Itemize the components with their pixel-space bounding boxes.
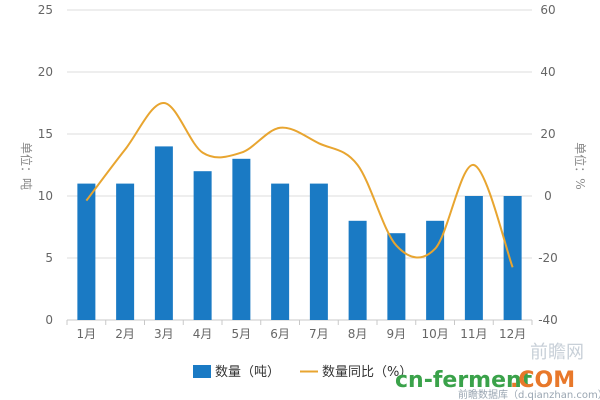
x-tick-label: 4月: [193, 327, 213, 341]
axis-ticks: 0 5 10 15 20 25 -40 -20 0 20 40 60 1月 2月 3月 4月 5月 6月 7月 8月 9…: [38, 3, 558, 341]
y-left-tick-label: 10: [38, 189, 53, 203]
bar: [464, 196, 483, 320]
legend-line-label: 数量同比（%）: [322, 365, 412, 380]
bar: [309, 183, 328, 320]
y-left-tick-label: 0: [45, 313, 53, 327]
x-tick-label: 9月: [387, 327, 407, 341]
watermark-logo-text: 前瞻网: [530, 342, 584, 363]
bar-series: [77, 146, 522, 320]
bar: [232, 158, 251, 320]
bar: [116, 183, 135, 320]
x-tick-label: 6月: [270, 327, 290, 341]
y-left-tick-label: 25: [38, 3, 53, 17]
watermark: cn-ferment .COM 前瞻网 前瞻数据库（d.qianzhan.com…: [395, 342, 600, 400]
y-left-tick-label: 5: [45, 251, 53, 265]
legend: 数量（吨） 数量同比（%）: [193, 365, 412, 380]
watermark-brand-suffix: .COM: [510, 368, 575, 393]
y-right-tick-label: -20: [538, 251, 558, 265]
bar: [77, 183, 96, 320]
bar: [154, 146, 173, 320]
x-tick-label: 12月: [499, 327, 526, 341]
x-tick-label: 3月: [154, 327, 174, 341]
y-left-tick-label: 20: [38, 65, 53, 79]
legend-bar-label: 数量（吨）: [215, 365, 280, 380]
y-axis-right-label: 单位：%: [573, 142, 588, 189]
line-path: [85, 101, 514, 268]
watermark-subtext: 前瞻数据库（d.qianzhan.com）: [458, 388, 600, 400]
x-tick-label: 1月: [77, 327, 97, 341]
y-left-tick-label: 15: [38, 127, 53, 141]
grid-lines: [67, 9, 532, 321]
bar: [193, 171, 212, 320]
watermark-brand: cn-ferment: [395, 368, 533, 393]
x-tick-label: 10月: [421, 327, 448, 341]
bar: [271, 183, 290, 320]
x-tick-label: 5月: [232, 327, 252, 341]
x-tick-label: 7月: [309, 327, 329, 341]
bar: [426, 220, 445, 320]
bar: [348, 220, 367, 320]
legend-bar-swatch: [193, 365, 211, 378]
bar: [387, 233, 406, 320]
y-right-tick-label: 20: [540, 127, 555, 141]
y-right-tick-label: -40: [538, 313, 558, 327]
y-axis-left-label: 单位：吨: [19, 142, 34, 190]
y-right-tick-label: 40: [540, 65, 555, 79]
line-series: [85, 101, 514, 268]
y-right-tick-label: 0: [544, 189, 552, 203]
y-right-tick-label: 60: [540, 3, 555, 17]
x-tick-label: 11月: [460, 327, 487, 341]
bar: [503, 196, 522, 320]
x-tick-label: 8月: [348, 327, 368, 341]
x-tick-label: 2月: [115, 327, 135, 341]
